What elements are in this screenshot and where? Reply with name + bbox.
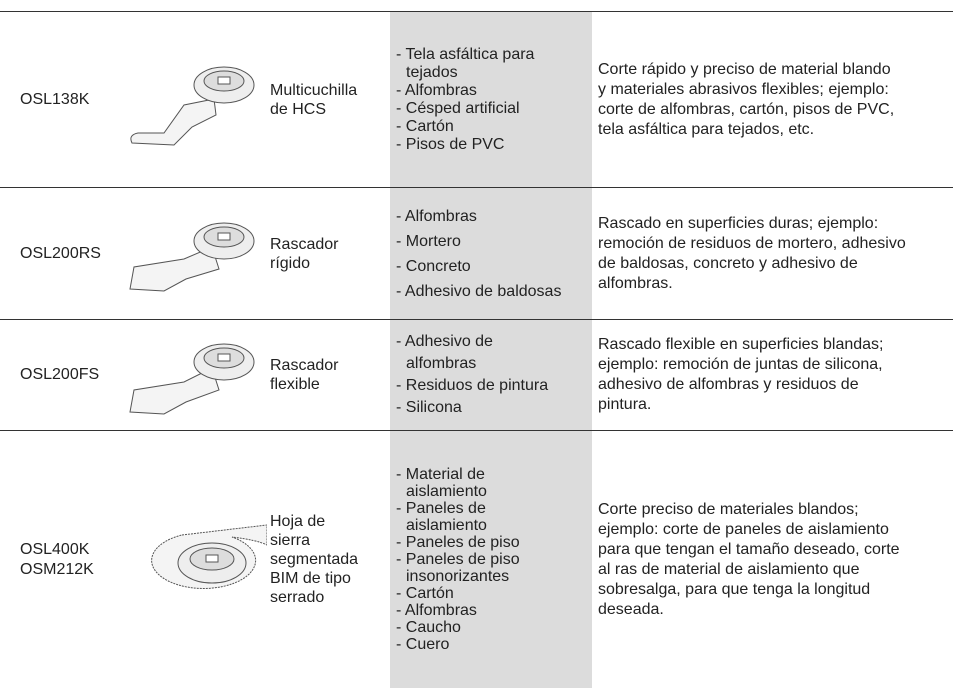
text-line: corte de alfombras, cartón, pisos de PVC… [598,100,895,118]
name-cell: Rascador flexible [270,320,388,430]
text-line: - Pisos de PVC [396,135,505,153]
text-line: Hoja de [270,513,326,530]
text-line: - Concreto [396,257,471,275]
rule [0,430,953,431]
text-line: Rascado en superficies duras; ejemplo: [598,214,879,232]
text-line: remoción de residuos de mortero, adhesiv… [598,234,906,252]
description-cell: Rascado en superficies duras; ejemplo: re… [598,188,948,319]
product-image [120,188,268,319]
text-line: - Mortero [396,232,461,250]
materials-cell: - Adhesivo de alfombras - Residuos de pint… [396,320,590,430]
text-line: - Material de [396,466,485,483]
text-line: - Adhesivo de baldosas [396,282,562,300]
text-line: ejemplo: corte de paneles de aislamiento [598,520,889,538]
materials-column-bg [390,12,592,688]
text-line: alfombras [406,355,477,372]
text-line: Rascador [270,357,339,374]
text-line: aislamiento [406,483,487,500]
text-line: - Césped artificial [396,99,520,117]
text-line: OSL200RS [20,244,101,262]
text-line: - Alfombras [396,81,477,99]
product-image [120,12,268,187]
code-cell: OSL200RS [20,188,120,319]
text-line: de HCS [270,100,327,118]
text-line: - Adhesivo de [396,333,493,350]
text-line: Multicuchilla [270,81,358,99]
text-line: pintura. [598,396,652,413]
text-line: - Tela asfáltica para [396,45,535,63]
text-line: - Alfombras [396,602,477,619]
text-line: BIM de tipo [270,570,351,587]
text-line: tejados [406,63,458,81]
text-line: y materiales abrasivos flexibles; ejempl… [598,80,889,98]
text-line: serrado [270,589,325,606]
text-line: alfombras. [598,274,673,292]
materials-cell: - Tela asfáltica para tejados - Alfombras -… [396,12,590,187]
rule [0,319,953,320]
text-line: tela asfáltica para tejados, etc. [598,120,815,138]
text-line: - Paneles de [396,500,486,517]
materials-cell: - Material de aislamiento - Paneles de aisl… [396,431,590,688]
text-line: - Paneles de piso [396,534,520,551]
text-line: de baldosas, concreto y adhesivo de [598,254,858,272]
name-cell: Rascador rígido [270,188,388,319]
text-line: - Cuero [396,636,450,653]
text-line: - Residuos de pintura [396,377,549,394]
text-line: aislamiento [406,517,487,534]
text-line: Rascador [270,235,339,253]
description-cell: Corte rápido y preciso de material bland… [598,12,948,187]
text-line: - Cartón [396,117,454,135]
table-row: OSL400K OSM212K Hoja de sierra segmentada BIM… [0,431,953,688]
name-cell: Hoja de sierra segmentada BIM de tipo serrad… [270,431,388,688]
text-line: OSM212K [20,560,94,578]
code-cell: OSL400K OSM212K [20,431,120,688]
name-cell: Multicuchilla de HCS [270,12,388,187]
text-line: OSL200FS [20,366,100,383]
text-line: al ras de material de aislamiento que [598,560,860,578]
text-line: - Alfombras [396,207,477,225]
text-line: adhesivo de alfombras y residuos de [598,376,859,393]
text-line: segmentada [270,551,359,568]
text-line: sierra [270,532,311,549]
text-line: rígido [270,254,311,272]
description-cell: Corte preciso de materiales blandos; ejem… [598,431,948,688]
product-image [120,320,268,430]
rule [0,187,953,188]
text-line: deseada. [598,600,664,618]
text-line: Corte rápido y preciso de material bland… [598,60,891,78]
text-line: para que tengan el tamaño deseado, corte [598,540,900,558]
text-line: insonorizantes [406,568,510,585]
description-cell: Rascado flexible en superficies blandas;… [598,320,948,430]
text-line: Corte preciso de materiales blandos; [598,500,859,518]
materials-cell: - Alfombras - Mortero - Concreto - Adhesivo… [396,188,590,319]
product-image [120,431,268,688]
code-cell: OSL138K [20,12,120,187]
text-line: sobresalga, para que tenga la longitud [598,580,871,598]
text-line: ejemplo: remoción de juntas de silicona, [598,356,883,373]
text-line: - Cartón [396,585,454,602]
code-cell: OSL200FS [20,320,120,430]
text-line: flexible [270,376,320,393]
table-row: OSL138K Multicuchilla de HCS - Tela asfálti… [0,12,953,187]
text-line: - Silicona [396,399,462,416]
text-line: OSL400K [20,540,90,558]
table-row: OSL200FS Rascador flexible - Adhesivo de alf… [0,320,953,430]
text-line: - Caucho [396,619,461,636]
text-line: Rascado flexible en superficies blandas; [598,336,884,353]
text-line: - Paneles de piso [396,551,520,568]
table-row: OSL200RS Rascador rígido - Alfombras - Morte… [0,188,953,319]
rule [0,11,953,12]
text-line: OSL138K [20,90,90,108]
